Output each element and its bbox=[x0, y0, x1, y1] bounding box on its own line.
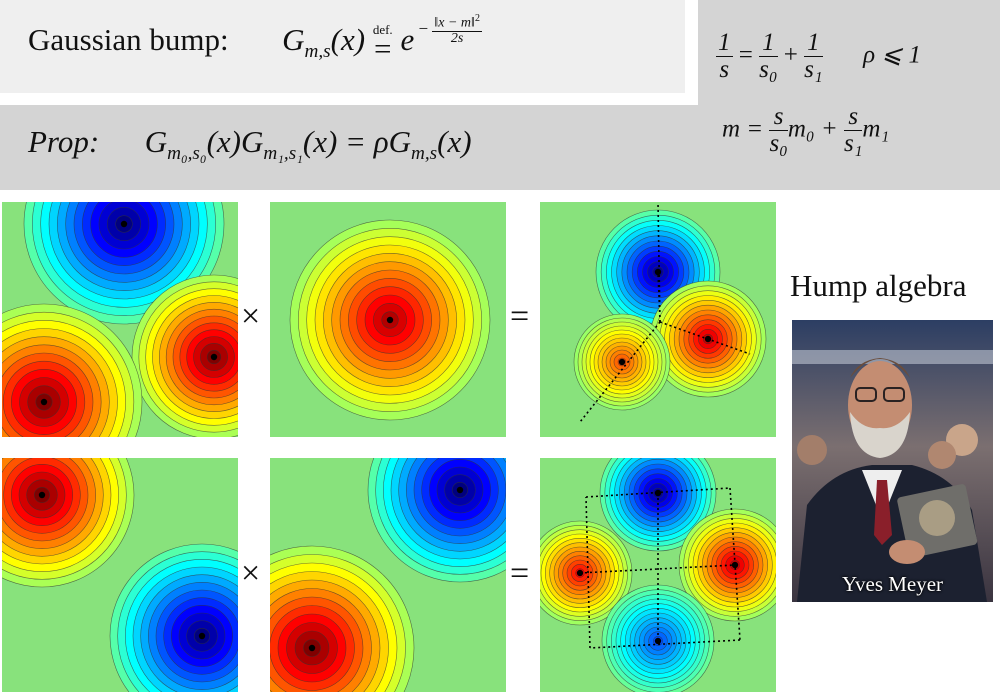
contour-panel bbox=[2, 202, 238, 437]
denominator: s₀ bbox=[759, 56, 778, 84]
def-mark: def. bbox=[372, 21, 393, 37]
subscript: m,s bbox=[410, 143, 438, 165]
exp-sign: − bbox=[418, 19, 429, 38]
center-dot bbox=[38, 491, 46, 499]
center-dot bbox=[386, 316, 394, 324]
proposition-box bbox=[0, 105, 698, 190]
photo-caption: Yves Meyer bbox=[841, 572, 944, 596]
center-dot bbox=[210, 353, 218, 361]
stand-lights bbox=[792, 350, 993, 364]
subscript: m,s bbox=[304, 41, 331, 63]
dotted-line bbox=[589, 639, 741, 649]
equals-sign: = bbox=[510, 298, 530, 335]
equals: = bbox=[738, 41, 753, 69]
factor: m₀ + bbox=[787, 115, 838, 143]
center-dot bbox=[198, 632, 206, 640]
proposition: Prop: Gm₀,s₀(x)Gm₁,s₁(x) = ρGm,s(x) bbox=[28, 124, 472, 165]
dotted-line bbox=[579, 564, 736, 574]
numerator: s bbox=[843, 103, 863, 132]
crowd bbox=[797, 435, 827, 465]
glasses bbox=[855, 387, 877, 402]
medal bbox=[919, 500, 955, 536]
hair bbox=[850, 358, 910, 378]
glasses bbox=[883, 387, 905, 402]
numerator: s bbox=[769, 103, 788, 132]
dotted-line bbox=[659, 321, 751, 355]
center-dot bbox=[120, 220, 128, 228]
rho-rule: ρ ⩽ 1 bbox=[863, 41, 922, 69]
exp-denominator: 2s bbox=[450, 30, 464, 46]
formula-part: G bbox=[144, 124, 168, 159]
contour-panel bbox=[2, 458, 238, 692]
contour-panel bbox=[540, 458, 776, 692]
subscript: m₁,s₁ bbox=[263, 143, 303, 165]
denominator: s₀ bbox=[769, 130, 788, 158]
m-lhs: m = bbox=[722, 115, 764, 143]
subscript: m₀,s₀ bbox=[167, 143, 207, 165]
m-rule: m = s s₀ m₀ + s s₁ m₁ bbox=[722, 103, 890, 158]
times-sign: × bbox=[241, 555, 261, 592]
center-dot bbox=[456, 486, 464, 494]
center-dot bbox=[731, 561, 739, 569]
center-dot bbox=[576, 569, 584, 577]
proposition-label: Prop: bbox=[28, 124, 100, 159]
center-dot bbox=[704, 335, 712, 343]
denominator: s₁ bbox=[843, 130, 863, 158]
center-dot bbox=[654, 489, 662, 497]
dotted-line bbox=[579, 321, 661, 423]
center-dot bbox=[308, 644, 316, 652]
rules-box bbox=[698, 0, 1000, 190]
numerator: 1 bbox=[804, 29, 823, 58]
symbol: G bbox=[282, 22, 305, 57]
numerator: 1 bbox=[759, 29, 778, 58]
center-dot bbox=[618, 358, 626, 366]
dotted-line bbox=[585, 487, 731, 498]
exp-power: 2 bbox=[474, 12, 480, 24]
formula-part: (x) = ρG bbox=[302, 124, 411, 159]
argument: (x) bbox=[330, 22, 366, 57]
plus: + bbox=[783, 41, 798, 69]
portrait-photo bbox=[792, 320, 993, 602]
factor: m₁ bbox=[862, 115, 890, 143]
crowd bbox=[928, 441, 956, 469]
center-dot bbox=[40, 398, 48, 406]
dotted-line bbox=[657, 202, 661, 323]
formula-part: (x)G bbox=[206, 124, 264, 159]
numerator: 1 bbox=[716, 29, 733, 58]
exp-numerator: ‖x − m‖ bbox=[434, 15, 475, 31]
definition: Gaussian bump: Gm,s(x) def. = e − ‖x − m… bbox=[28, 13, 482, 67]
formula-part: (x) bbox=[437, 124, 472, 159]
definition-label: Gaussian bump: bbox=[28, 22, 229, 57]
beard bbox=[850, 412, 910, 458]
center-dot bbox=[654, 637, 662, 645]
dotted-line bbox=[585, 496, 591, 649]
times-sign: × bbox=[241, 298, 261, 335]
contour-panels bbox=[2, 202, 776, 692]
denominator: s₁ bbox=[804, 56, 823, 84]
contour-panel bbox=[270, 458, 506, 692]
exp-base: e bbox=[400, 22, 415, 57]
contour-panel bbox=[270, 202, 506, 437]
denominator: s bbox=[719, 56, 730, 84]
equals-sign: = bbox=[510, 555, 530, 592]
tie bbox=[874, 480, 892, 545]
side-title: Hump algebra bbox=[790, 268, 967, 303]
equals: = bbox=[374, 31, 392, 67]
contour-panel bbox=[540, 202, 776, 437]
hand bbox=[889, 540, 925, 564]
definition-box bbox=[0, 0, 685, 93]
center-dot bbox=[654, 268, 662, 276]
